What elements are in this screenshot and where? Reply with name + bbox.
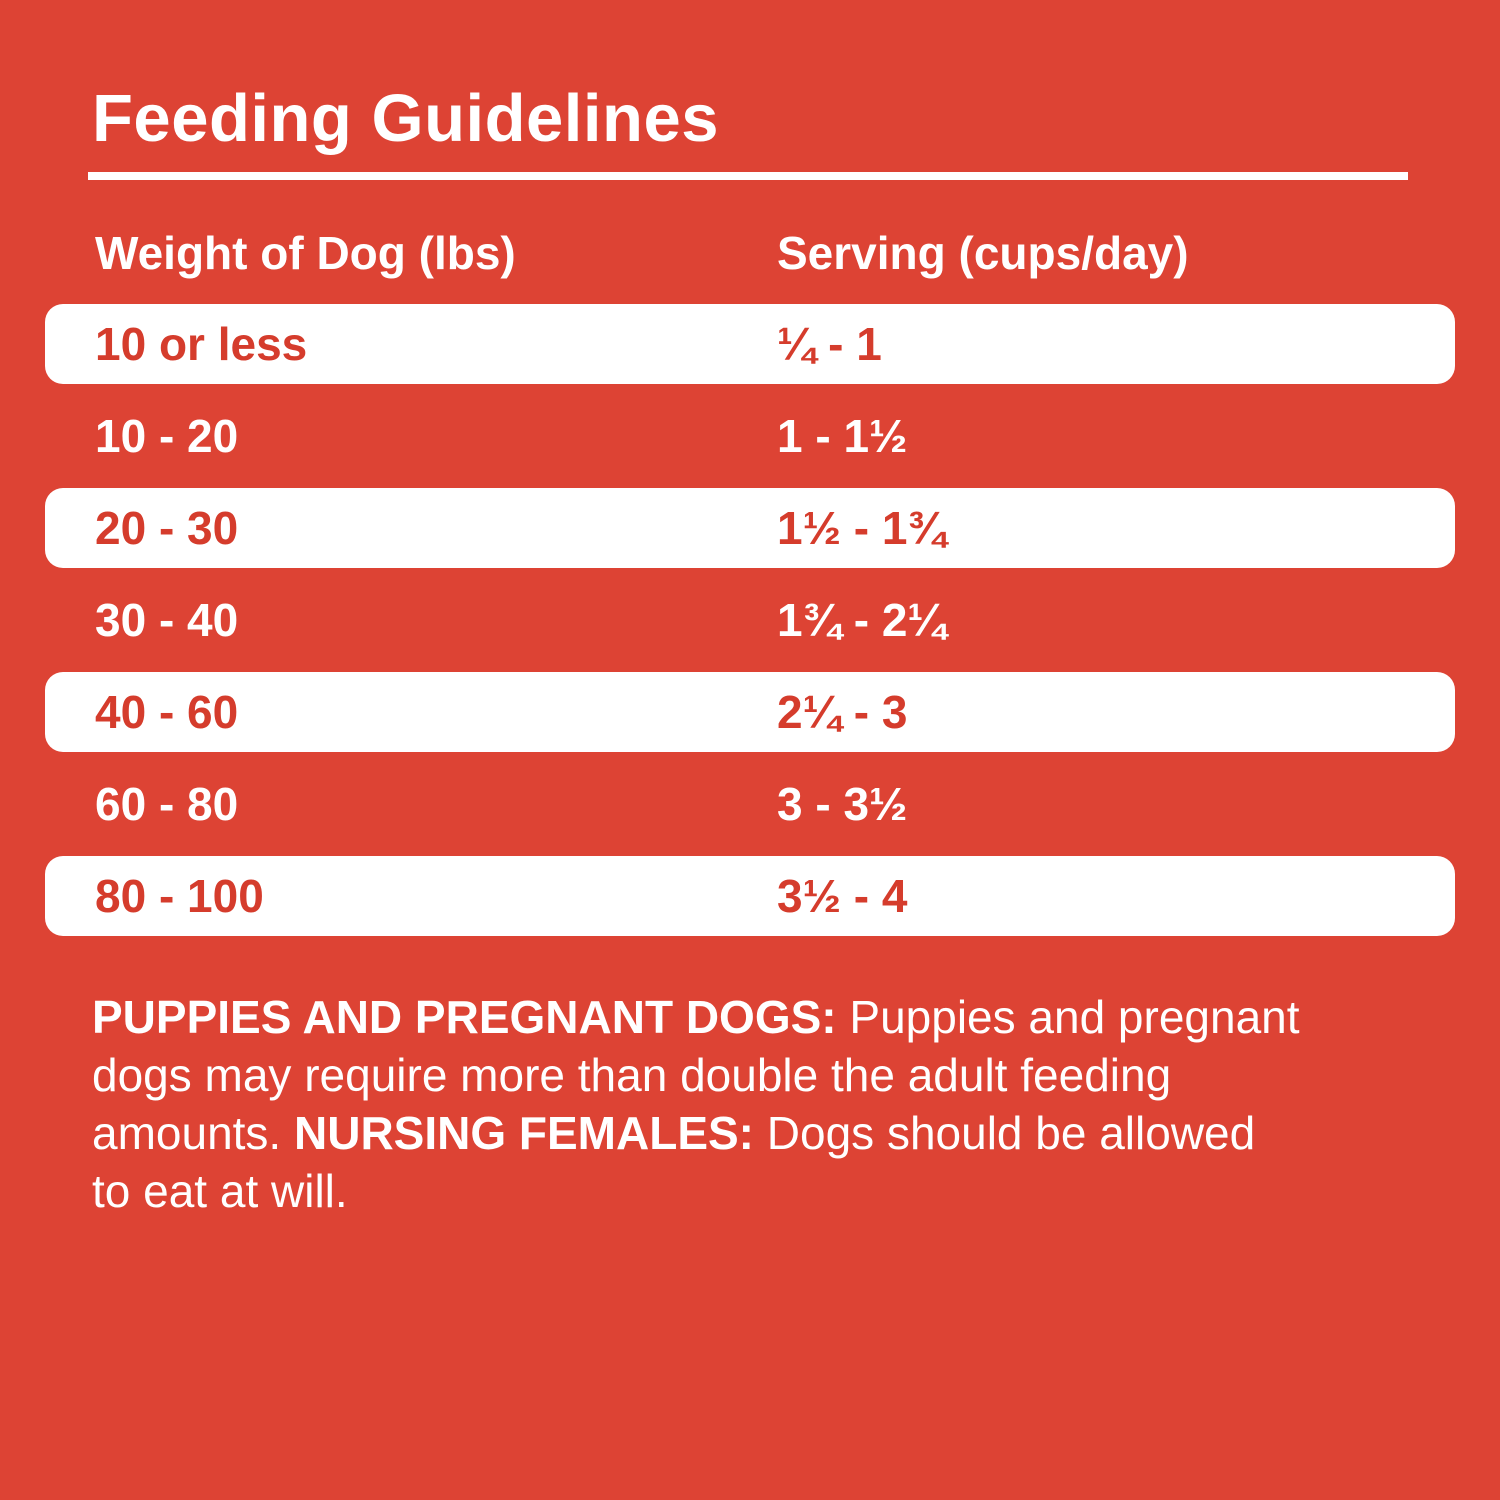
footnote-line: to eat at will. — [92, 1165, 348, 1217]
footnote-text: PUPPIES AND PREGNANT DOGS: Puppies and p… — [92, 988, 1452, 1220]
title-underline — [88, 172, 1408, 180]
serving-cell: 2¼ - 3 — [777, 686, 908, 738]
weight-cell: 10 or less — [95, 318, 308, 370]
table-row: 60 - 80 3 - 3½ — [0, 760, 1500, 852]
weight-cell: 10 - 20 — [95, 410, 239, 462]
table-header-row: Weight of Dog (lbs) Serving (cups/day) — [0, 226, 1500, 279]
table-row: 20 - 30 1½ - 1¾ — [0, 484, 1500, 576]
serving-column-header: Serving (cups/day) — [777, 227, 1189, 279]
weight-cell: 30 - 40 — [95, 594, 239, 646]
feeding-table: 10 or less ¼ - 1 10 - 20 1 - 1½ 20 - 30 1½ - … — [0, 300, 1500, 944]
table-row: 10 or less ¼ - 1 — [0, 300, 1500, 392]
row-highlight-card — [45, 488, 1455, 568]
weight-cell: 20 - 30 — [95, 502, 239, 554]
serving-cell: 1 - 1½ — [777, 410, 908, 462]
table-row: 10 - 20 1 - 1½ — [0, 392, 1500, 484]
serving-cell: 1½ - 1¾ — [777, 502, 946, 554]
row-highlight-card — [45, 304, 1455, 384]
page-title: Feeding Guidelines — [92, 81, 719, 156]
serving-cell: 3 - 3½ — [777, 778, 908, 830]
table-row: 80 - 100 3½ - 4 — [0, 852, 1500, 944]
serving-cell: ¼ - 1 — [777, 318, 882, 370]
row-highlight-card — [45, 856, 1455, 936]
weight-column-header: Weight of Dog (lbs) — [95, 227, 516, 279]
footnote-line: amounts. NURSING FEMALES: Dogs should be… — [92, 1107, 1256, 1159]
weight-cell: 40 - 60 — [95, 686, 239, 738]
row-highlight-card — [45, 672, 1455, 752]
table-row: 40 - 60 2¼ - 3 — [0, 668, 1500, 760]
footnote-line: PUPPIES AND PREGNANT DOGS: Puppies and p… — [92, 991, 1300, 1043]
weight-cell: 80 - 100 — [95, 870, 264, 922]
weight-cell: 60 - 80 — [95, 778, 239, 830]
footnote-line: dogs may require more than double the ad… — [92, 1049, 1172, 1101]
serving-cell: 1¾ - 2¼ — [777, 594, 946, 646]
serving-cell: 3½ - 4 — [777, 870, 908, 922]
table-row: 30 - 40 1¾ - 2¼ — [0, 576, 1500, 668]
